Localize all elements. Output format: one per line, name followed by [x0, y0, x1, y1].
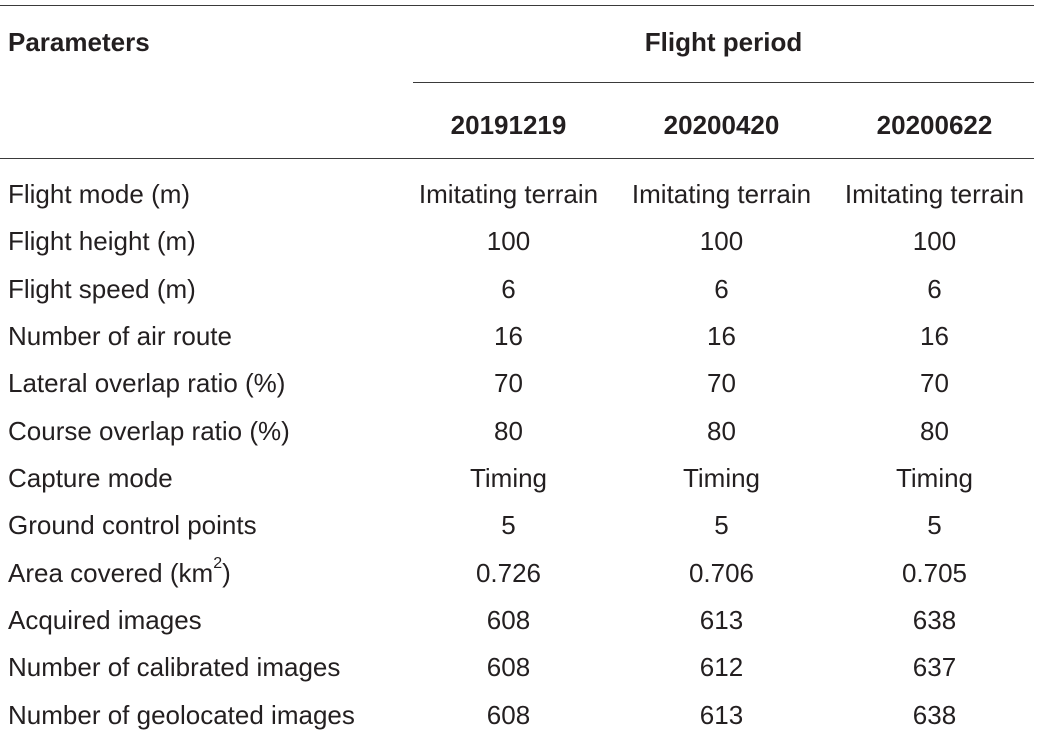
table-cell: 100 [486, 226, 531, 256]
parameters-header: Parameters [8, 27, 150, 57]
row-label: Area covered (km2) [8, 555, 231, 588]
table-cell: 70 [920, 368, 949, 398]
table-row: Course overlap ratio (%) 80 80 80 [0, 408, 1040, 455]
table-row: Number of air route 16 16 16 [0, 313, 1040, 360]
table-cell: 638 [912, 605, 957, 635]
row-label: Flight height (m) [8, 226, 196, 256]
column-header-20191219: 20191219 [450, 110, 567, 140]
table-cell: 80 [920, 416, 949, 446]
table-cell: 5 [501, 510, 516, 540]
table-row: Number of calibrated images 608 612 637 [0, 644, 1040, 691]
row-label: Flight speed (m) [8, 274, 196, 304]
table-cell: 608 [486, 652, 531, 682]
table-cell: 5 [927, 510, 942, 540]
header-bottom-rule [0, 158, 1034, 159]
row-label: Number of geolocated images [8, 700, 355, 730]
row-label: Flight mode (m) [8, 179, 191, 209]
row-label: Course overlap ratio (%) [8, 416, 290, 446]
table-cell: 16 [920, 321, 949, 351]
table-row: Acquired images 608 613 638 [0, 597, 1040, 644]
table-cell: 6 [501, 274, 516, 304]
column-header-20200420: 20200420 [663, 110, 780, 140]
table-cell: Timing [469, 463, 548, 493]
table-cell: Imitating terrain [418, 179, 599, 209]
table-cell: 0.726 [475, 558, 542, 588]
table-row: Flight speed (m) 6 6 6 [0, 266, 1040, 313]
table-cell: 16 [494, 321, 523, 351]
table-cell: 0.706 [688, 558, 755, 588]
table-cell: 613 [699, 605, 744, 635]
table-cell: 637 [912, 652, 957, 682]
table-cell: 70 [707, 368, 736, 398]
row-label-tail: ) [222, 558, 231, 588]
table-cell: Imitating terrain [844, 179, 1025, 209]
table-row: Flight height (m) 100 100 100 [0, 218, 1040, 265]
table-cell: 6 [714, 274, 729, 304]
flight-period-rule [413, 82, 1034, 83]
table-cell: 0.705 [901, 558, 968, 588]
superscript: 2 [213, 555, 223, 573]
table-cell: 80 [494, 416, 523, 446]
table-cell: 608 [486, 605, 531, 635]
table-cell: 100 [699, 226, 744, 256]
flight-period-header: Flight period [644, 27, 803, 57]
table-cell: 6 [927, 274, 942, 304]
table-cell: 638 [912, 700, 957, 730]
table-cell: 613 [699, 700, 744, 730]
table-cell: 608 [486, 700, 531, 730]
table-row: Number of geolocated images 608 613 638 [0, 692, 1040, 739]
table-top-rule [0, 5, 1034, 6]
table-row: Lateral overlap ratio (%) 70 70 70 [0, 360, 1040, 407]
table-row: Area covered (km2) 0.726 0.706 0.705 [0, 550, 1040, 597]
row-label: Number of calibrated images [8, 652, 341, 682]
row-label: Acquired images [8, 605, 202, 635]
row-label-text: Area covered (km [8, 558, 214, 588]
table-cell: Timing [682, 463, 761, 493]
table-row: Capture mode Timing Timing Timing [0, 455, 1040, 502]
table-row: Ground control points 5 5 5 [0, 502, 1040, 549]
column-header-20200622: 20200622 [876, 110, 993, 140]
table-cell: 100 [912, 226, 957, 256]
table-cell: Timing [895, 463, 974, 493]
table-cell: 5 [714, 510, 729, 540]
row-label: Capture mode [8, 463, 173, 493]
row-label: Number of air route [8, 321, 232, 351]
table-cell: 612 [699, 652, 744, 682]
table-cell: Imitating terrain [631, 179, 812, 209]
table-cell: 70 [494, 368, 523, 398]
table-row: Flight mode (m) Imitating terrain Imitat… [0, 171, 1040, 218]
table-cell: 16 [707, 321, 736, 351]
row-label: Ground control points [8, 510, 257, 540]
table-cell: 80 [707, 416, 736, 446]
row-label: Lateral overlap ratio (%) [8, 368, 286, 398]
